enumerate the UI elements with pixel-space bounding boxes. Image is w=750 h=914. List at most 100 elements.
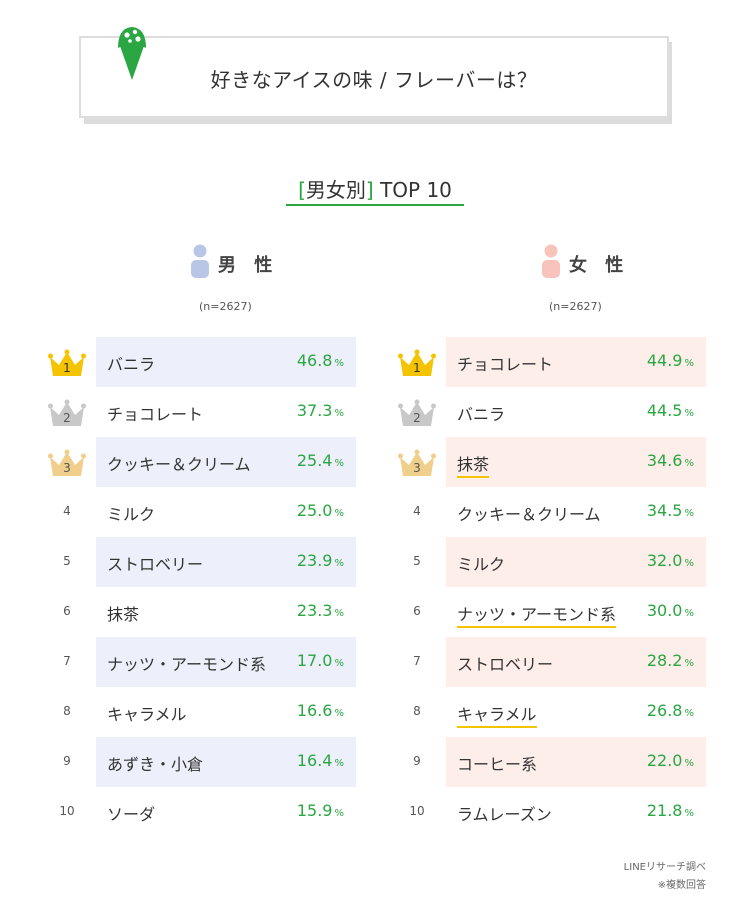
female-rank-row: 3 抹茶 34.6% xyxy=(394,437,706,487)
percentage-value: 21.8% xyxy=(647,801,694,820)
percent-unit: % xyxy=(334,608,344,619)
rank-cell: ナッツ・アーモンド系 17.0% xyxy=(96,637,356,687)
rank-cell: ナッツ・アーモンド系 30.0% xyxy=(446,587,706,637)
percentage-number: 21.8 xyxy=(646,801,683,820)
percent-unit: % xyxy=(684,408,694,419)
female-rank-row: 9 コーヒー系 22.0% xyxy=(394,737,706,787)
flavor-name: 抹茶 xyxy=(107,605,140,624)
rank-number: 2 xyxy=(413,411,421,425)
rank-number: 6 xyxy=(63,604,71,618)
percentage-value: 15.9% xyxy=(297,801,344,820)
percentage-value: 37.3% xyxy=(297,401,344,420)
percent-unit: % xyxy=(684,508,694,519)
flavor-name: ソーダ xyxy=(107,805,156,824)
rank-marker: 1 xyxy=(44,337,90,387)
percentage-number: 37.3 xyxy=(296,401,333,420)
rank-marker: 7 xyxy=(44,637,90,687)
percent-unit: % xyxy=(334,508,344,519)
percent-unit: % xyxy=(334,758,344,769)
crown-icon: 2 xyxy=(48,399,86,427)
female-rank-row: 8 キャラメル 26.8% xyxy=(394,687,706,737)
percentage-number: 25.0 xyxy=(296,501,333,520)
male-rank-row: 7 ナッツ・アーモンド系 17.0% xyxy=(44,637,356,687)
flavor-name: コーヒー系 xyxy=(457,755,538,774)
rank-cell: バニラ 46.8% xyxy=(96,337,356,387)
rank-marker: 9 xyxy=(394,737,440,787)
rank-marker: 3 xyxy=(44,437,90,487)
percent-unit: % xyxy=(684,758,694,769)
percent-unit: % xyxy=(334,358,344,369)
rank-cell: ストロベリー 28.2% xyxy=(446,637,706,687)
rank-number: 4 xyxy=(413,504,421,518)
flavor-name: クッキー＆クリーム xyxy=(457,505,601,524)
crown-icon: 3 xyxy=(48,449,86,477)
rank-cell: クッキー＆クリーム 34.5% xyxy=(446,487,706,537)
flavor-name: チョコレート xyxy=(457,355,554,374)
percentage-number: 15.9 xyxy=(296,801,333,820)
male-rank-row: 3 クッキー＆クリーム 25.4% xyxy=(44,437,356,487)
crown-icon: 1 xyxy=(398,349,436,377)
rank-number: 7 xyxy=(63,654,71,668)
percentage-value: 25.0% xyxy=(297,501,344,520)
title-card: 好きなアイスの味 / フレーバーは？ xyxy=(79,36,669,118)
flavor-name: クッキー＆クリーム xyxy=(107,455,251,474)
rank-marker: 4 xyxy=(44,487,90,537)
female-rank-row: 1 チョコレート 44.9% xyxy=(394,337,706,387)
rank-cell: バニラ 44.5% xyxy=(446,387,706,437)
subtitle-top: TOP 10 xyxy=(380,178,452,202)
male-rank-row: 1 バニラ 46.8% xyxy=(44,337,356,387)
rank-cell: チョコレート 37.3% xyxy=(96,387,356,437)
rank-marker: 9 xyxy=(44,737,90,787)
percent-unit: % xyxy=(684,708,694,719)
flavor-name: ナッツ・アーモンド系 xyxy=(457,601,617,628)
percentage-number: 34.5 xyxy=(646,501,683,520)
percent-unit: % xyxy=(684,808,694,819)
rank-number: 3 xyxy=(63,461,71,475)
percentage-value: 34.6% xyxy=(647,451,694,470)
percent-unit: % xyxy=(684,608,694,619)
female-label: 女 性 xyxy=(569,255,630,276)
rank-cell: キャラメル 26.8% xyxy=(446,687,706,737)
female-rank-row: 4 クッキー＆クリーム 34.5% xyxy=(394,487,706,537)
crown-icon: 3 xyxy=(398,449,436,477)
rank-cell: チョコレート 44.9% xyxy=(446,337,706,387)
flavor-name: バニラ xyxy=(457,405,506,424)
percentage-number: 26.8 xyxy=(646,701,683,720)
rank-marker: 5 xyxy=(394,537,440,587)
rank-number: 8 xyxy=(413,704,421,718)
female-sample-size: (n=2627) xyxy=(549,300,602,313)
percentage-number: 32.0 xyxy=(646,551,683,570)
rank-number: 1 xyxy=(413,361,421,375)
rank-number: 3 xyxy=(413,461,421,475)
rank-number: 6 xyxy=(413,604,421,618)
flavor-name: ナッツ・アーモンド系 xyxy=(107,655,267,674)
flavor-name: キャラメル xyxy=(457,701,537,728)
rank-marker: 3 xyxy=(394,437,440,487)
percent-unit: % xyxy=(334,408,344,419)
female-rank-row: 7 ストロベリー 28.2% xyxy=(394,637,706,687)
flavor-name: ミルク xyxy=(457,555,506,574)
rank-cell: コーヒー系 22.0% xyxy=(446,737,706,787)
percent-unit: % xyxy=(334,658,344,669)
percentage-number: 22.0 xyxy=(646,751,683,770)
percentage-value: 30.0% xyxy=(647,601,694,620)
flavor-name: あずき・小倉 xyxy=(107,755,204,774)
rank-number: 7 xyxy=(413,654,421,668)
flavor-name: ミルク xyxy=(107,505,156,524)
rank-number: 8 xyxy=(63,704,71,718)
percentage-value: 44.9% xyxy=(647,351,694,370)
flavor-name: チョコレート xyxy=(107,405,204,424)
flavor-name: キャラメル xyxy=(107,705,187,724)
rank-number: 1 xyxy=(63,361,71,375)
flavor-name: ストロベリー xyxy=(107,555,204,574)
percentage-value: 46.8% xyxy=(297,351,344,370)
male-rank-row: 2 チョコレート 37.3% xyxy=(44,387,356,437)
percent-unit: % xyxy=(334,458,344,469)
flavor-name: 抹茶 xyxy=(457,451,490,478)
rank-cell: 抹茶 34.6% xyxy=(446,437,706,487)
percentage-value: 44.5% xyxy=(647,401,694,420)
rank-number: 5 xyxy=(413,554,421,568)
bracket-open: [ xyxy=(298,178,306,202)
percentage-number: 28.2 xyxy=(646,651,683,670)
male-sample-size: (n=2627) xyxy=(199,300,252,313)
